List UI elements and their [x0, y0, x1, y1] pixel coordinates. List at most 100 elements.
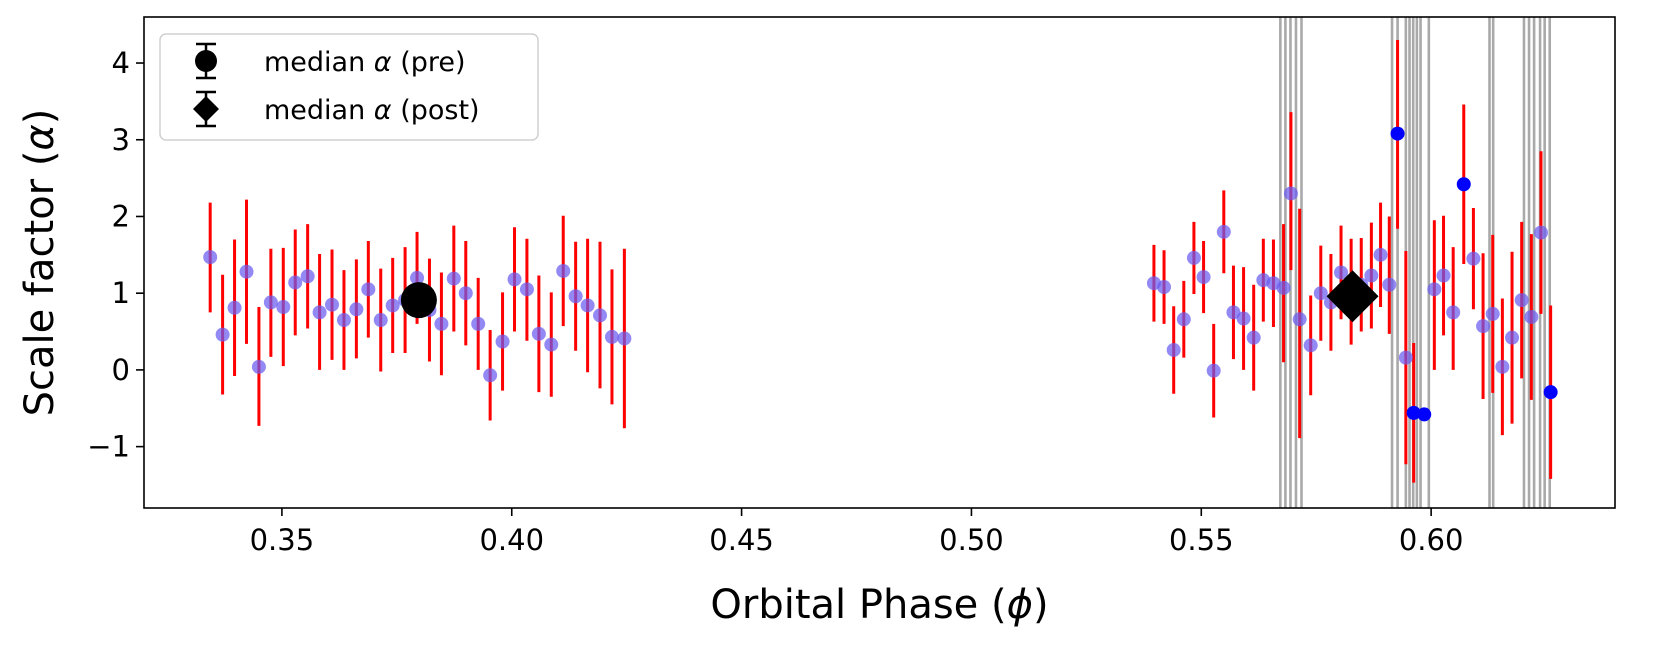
- legend: median α (pre) median α (post): [159, 33, 539, 141]
- data-point-8: [300, 269, 315, 284]
- data-point-33: [604, 329, 619, 344]
- y-tick-label-5: 4: [112, 46, 130, 80]
- data-point-27: [531, 326, 546, 341]
- data-point-3: [239, 264, 254, 279]
- data-point-13: [361, 282, 376, 297]
- x-tick-label-3: 0.50: [939, 523, 1004, 557]
- data-point-69: [1476, 319, 1491, 334]
- y-tick-label-2: 1: [112, 276, 130, 310]
- data-point-63: [1417, 407, 1432, 422]
- legend-label-post: median α (post): [264, 95, 480, 126]
- data-point-10: [325, 297, 340, 312]
- data-point-23: [483, 368, 498, 383]
- legend-label-post-text: median: [264, 95, 374, 126]
- data-point-7: [288, 275, 303, 290]
- legend-entry-post: median α (post): [193, 90, 480, 128]
- y-tick-label-0: −1: [87, 430, 130, 464]
- data-point-42: [1216, 224, 1231, 239]
- legend-label-pre-symbol: α: [374, 47, 392, 78]
- data-point-21: [458, 286, 473, 301]
- data-point-26: [519, 282, 534, 297]
- x-tick-label-0: 0.35: [250, 523, 315, 557]
- data-point-29: [556, 263, 571, 278]
- data-point-19: [434, 316, 449, 331]
- data-point-74: [1524, 309, 1539, 324]
- data-point-51: [1303, 338, 1318, 353]
- data-point-4: [251, 359, 266, 374]
- y-tick-label-1: 0: [112, 353, 130, 387]
- data-point-12: [349, 302, 364, 317]
- x-tick-label-2: 0.45: [709, 523, 774, 557]
- x-tick-label-5: 0.60: [1399, 523, 1464, 557]
- x-axis-label: Orbital Phase (ϕ): [710, 582, 1048, 628]
- data-point-58: [1373, 247, 1388, 262]
- data-point-14: [373, 313, 388, 328]
- median-marker-pre: [400, 282, 437, 319]
- y-axis-label-pre: Scale factor (: [17, 151, 63, 417]
- flagged-exposure-lines: [1279, 17, 1552, 508]
- data-point-67: [1456, 177, 1471, 192]
- data-point-5: [263, 295, 278, 310]
- data-point-17: [410, 270, 425, 285]
- data-point-59: [1382, 277, 1397, 292]
- median-markers: [400, 270, 1379, 323]
- legend-label-post-suffix: (post): [392, 95, 480, 126]
- plot-frame: [143, 16, 1616, 509]
- data-point-66: [1446, 305, 1461, 320]
- data-point-54: [1334, 265, 1349, 280]
- data-point-50: [1292, 312, 1307, 327]
- data-point-68: [1466, 251, 1481, 266]
- data-point-52: [1313, 286, 1328, 301]
- data-point-36: [1157, 280, 1172, 295]
- x-axis-label-symbol: ϕ: [1007, 582, 1033, 628]
- data-point-39: [1186, 250, 1201, 265]
- data-point-40: [1196, 270, 1211, 285]
- data-point-2: [227, 300, 242, 315]
- y-axis-label: Scale factor (α): [17, 109, 63, 417]
- data-point-11: [336, 313, 351, 328]
- x-axis-label-post: ): [1033, 582, 1049, 628]
- y-axis-label-post: ): [17, 109, 63, 125]
- data-point-72: [1505, 330, 1520, 345]
- data-point-15: [385, 298, 400, 313]
- x-axis-label-pre: Orbital Phase (: [710, 582, 1006, 628]
- data-point-9: [312, 305, 327, 320]
- data-point-49: [1283, 186, 1298, 201]
- data-point-1: [215, 327, 230, 342]
- legend-diamond-marker: [193, 96, 219, 122]
- data-point-62: [1406, 405, 1421, 420]
- data-point-60: [1390, 126, 1405, 141]
- data-point-75: [1533, 225, 1548, 240]
- data-point-20: [446, 271, 461, 286]
- legend-box: [159, 33, 539, 141]
- data-point-28: [544, 337, 559, 352]
- data-point-32: [593, 308, 608, 323]
- data-point-38: [1176, 312, 1191, 327]
- data-point-41: [1206, 363, 1221, 378]
- median-marker-post: [1326, 270, 1379, 323]
- legend-entry-pre: median α (pre): [195, 42, 466, 80]
- y-tick-label-4: 3: [112, 123, 130, 157]
- data-point-65: [1436, 268, 1451, 283]
- data-point-6: [276, 299, 291, 314]
- legend-label-post-symbol: α: [374, 95, 392, 126]
- legend-label-pre-suffix: (pre): [392, 47, 466, 78]
- legend-label-pre-text: median: [264, 47, 374, 78]
- x-axis-ticks: 0.35 0.40 0.45 0.50 0.55 0.60: [250, 508, 1464, 557]
- y-axis-label-symbol: α: [17, 124, 63, 150]
- legend-label-pre: median α (pre): [264, 47, 466, 78]
- data-point-76: [1543, 385, 1558, 400]
- data-point-45: [1246, 330, 1261, 345]
- data-point-34: [617, 331, 632, 346]
- data-point-71: [1495, 359, 1510, 374]
- data-points: [203, 126, 1558, 422]
- x-tick-label-1: 0.40: [479, 523, 544, 557]
- data-point-57: [1364, 268, 1379, 283]
- data-point-30: [568, 289, 583, 304]
- y-tick-label-3: 2: [112, 199, 130, 233]
- data-point-43: [1226, 305, 1241, 320]
- data-point-73: [1514, 293, 1529, 308]
- data-point-37: [1166, 342, 1181, 357]
- data-point-48: [1276, 280, 1291, 295]
